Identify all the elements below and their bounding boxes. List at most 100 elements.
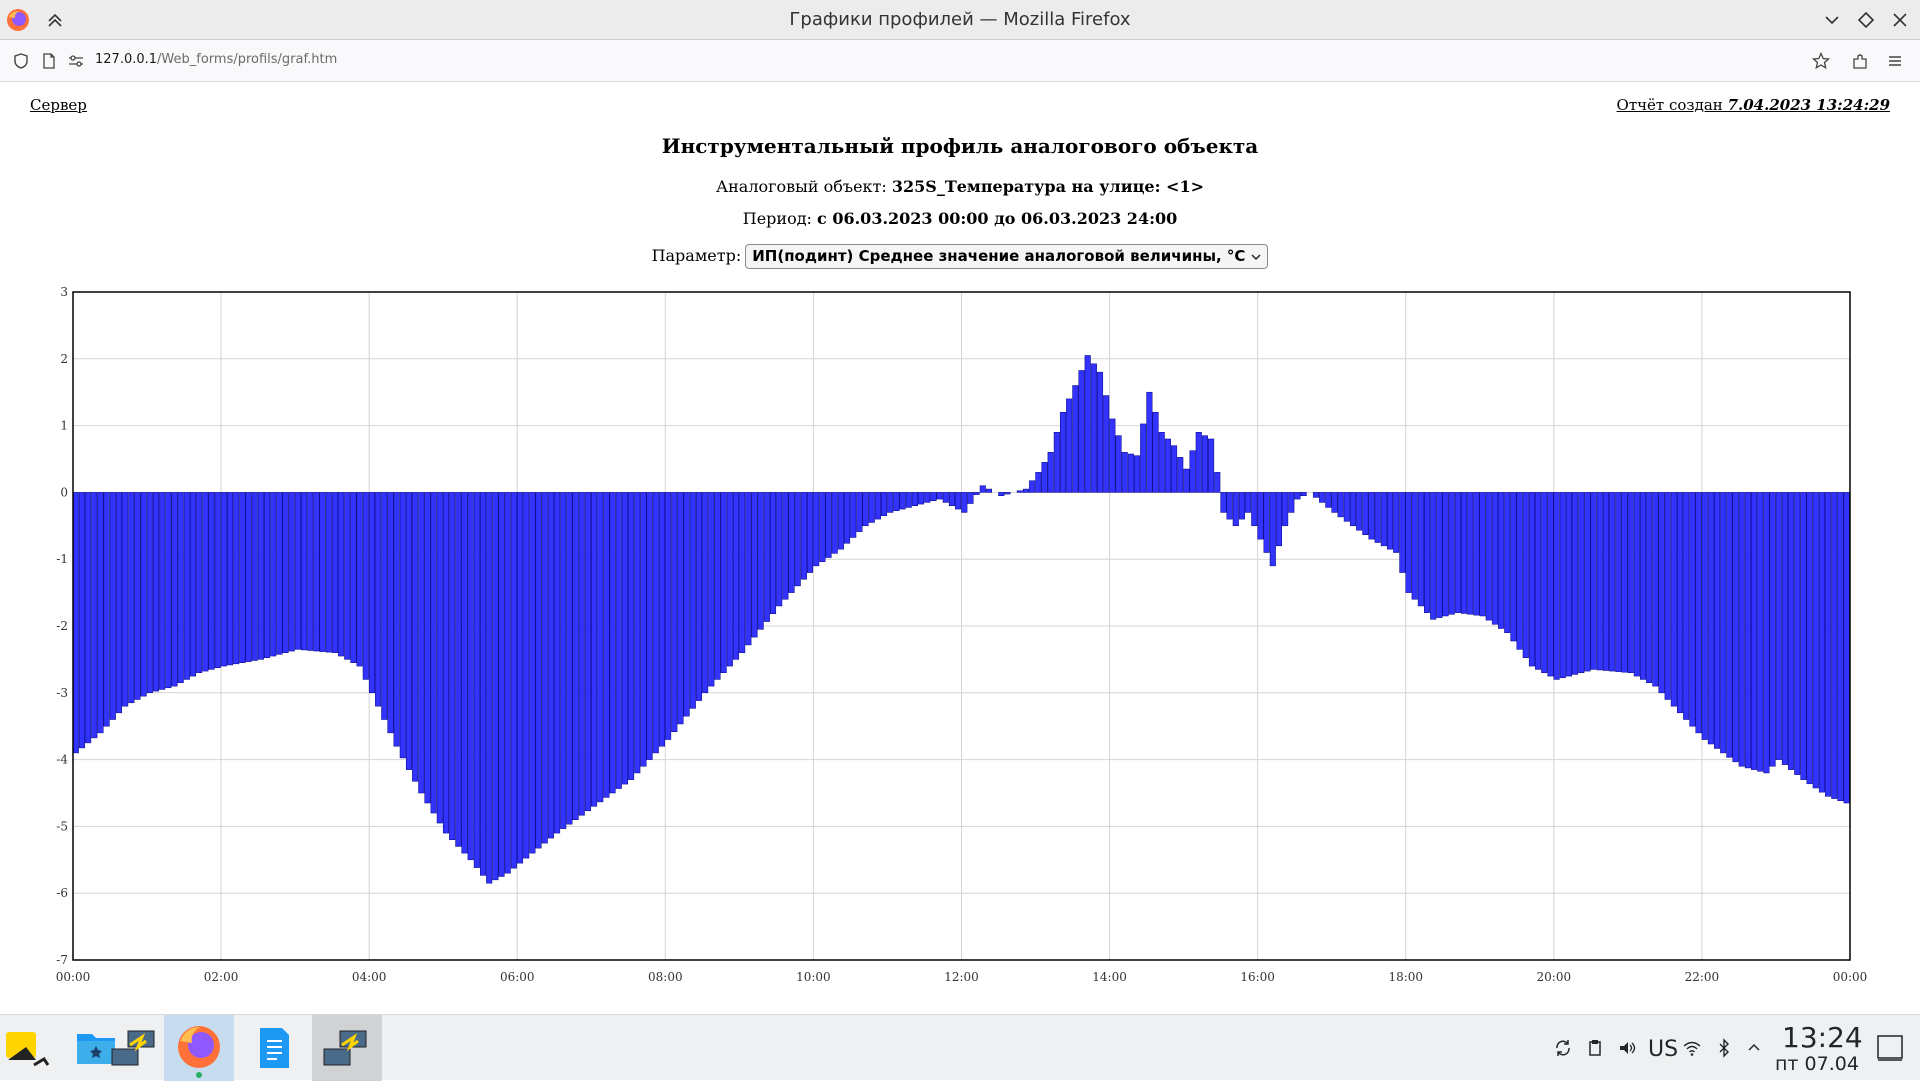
bluetooth-icon[interactable] — [1713, 1037, 1735, 1059]
chart-bar — [640, 492, 647, 767]
chart-bar — [936, 492, 943, 500]
chart-bar — [1683, 492, 1690, 720]
chart-bar — [1454, 492, 1461, 613]
chart-bar — [720, 492, 727, 674]
chart-bar — [1238, 492, 1245, 520]
page-icon[interactable] — [39, 51, 59, 71]
y-tick-label: -3 — [56, 686, 68, 700]
volume-icon[interactable] — [1616, 1037, 1638, 1059]
server-link[interactable]: Сервер — [30, 96, 87, 114]
chart-bar — [1078, 370, 1085, 493]
chart-bar — [1615, 492, 1622, 672]
chart-bar — [1152, 411, 1159, 493]
chart-bar — [1134, 455, 1141, 493]
chart-bar — [979, 485, 986, 493]
taskbar-file-manager[interactable] — [66, 1015, 136, 1081]
chart-bar — [1084, 355, 1091, 493]
chart-bar — [1035, 472, 1042, 493]
chart-bar — [1257, 492, 1264, 540]
minimize-icon[interactable] — [1821, 9, 1843, 31]
chart-bar — [1245, 492, 1252, 513]
chart-bar — [1763, 492, 1770, 774]
chart-bar — [708, 492, 715, 687]
chart-bar — [1436, 492, 1443, 618]
shield-icon[interactable] — [11, 51, 31, 71]
taskbar-firefox[interactable] — [164, 1015, 234, 1081]
wifi-icon[interactable] — [1681, 1037, 1703, 1059]
chart-bar — [646, 492, 653, 760]
chart-bar — [196, 492, 203, 674]
chart-bar — [1461, 492, 1468, 614]
chart-bar — [1072, 385, 1079, 493]
taskbar-network-app-2[interactable] — [312, 1015, 382, 1081]
chart-bar — [1788, 492, 1795, 770]
y-tick-label: 0 — [60, 485, 68, 499]
x-tick-label: 06:00 — [500, 970, 535, 984]
chart-bar — [529, 492, 536, 854]
chevron-up-icon[interactable] — [1743, 1037, 1765, 1059]
chart-bar — [1800, 492, 1807, 780]
clock-time[interactable]: 13:24 — [1782, 1021, 1863, 1054]
chart-bar — [1547, 492, 1554, 677]
taskbar-network-app[interactable] — [100, 1015, 170, 1081]
chart-bar — [893, 492, 900, 512]
bookmark-star-icon[interactable] — [1811, 51, 1831, 71]
chart-bar — [776, 492, 783, 607]
chart-bar — [1319, 492, 1326, 503]
chart-bar — [393, 492, 400, 747]
chart-bar — [85, 492, 92, 744]
chart-bar — [924, 492, 931, 503]
chart-bar — [732, 492, 740, 660]
permissions-icon[interactable] — [66, 51, 86, 71]
chart-bar — [1004, 492, 1011, 495]
chart-bar — [122, 492, 129, 707]
chart-bar — [1720, 492, 1727, 754]
page-title: Инструментальный профиль аналогового объ… — [661, 134, 1259, 158]
network-computer-icon — [111, 1030, 155, 1066]
chart-bar — [430, 492, 437, 814]
chart-bar — [282, 492, 289, 653]
start-menu-button[interactable] — [0, 1015, 70, 1081]
chart-bar — [1806, 492, 1813, 785]
show-desktop-icon[interactable] — [1875, 1033, 1905, 1063]
chevron-up-icon[interactable] — [44, 9, 66, 31]
extensions-icon[interactable] — [1850, 51, 1870, 71]
chart-bar — [1430, 492, 1437, 620]
chart-bar — [1331, 492, 1338, 513]
chart-bar — [788, 492, 795, 593]
chart-bar — [405, 492, 413, 770]
chart-bar — [1269, 492, 1276, 567]
clipboard-icon[interactable] — [1584, 1037, 1606, 1059]
maximize-icon[interactable] — [1855, 9, 1877, 31]
period-value: с 06.03.2023 00:00 до 06.03.2023 24:00 — [817, 209, 1178, 228]
chart-bar — [1652, 492, 1659, 687]
chart-bar — [1448, 492, 1455, 615]
chart-bar — [1140, 423, 1147, 493]
taskbar-text-editor[interactable] — [239, 1015, 309, 1081]
param-select[interactable]: ИП(подинт) Среднее значение аналоговой в… — [745, 244, 1269, 269]
chart-bar — [1109, 418, 1116, 493]
window-title: Графики профилей — Mozilla Firefox — [789, 9, 1131, 30]
keyboard-layout[interactable]: US — [1648, 1037, 1679, 1062]
x-tick-label: 12:00 — [944, 970, 979, 984]
chart-bar — [1349, 492, 1357, 527]
sync-icon[interactable] — [1552, 1037, 1574, 1059]
chart-bar — [146, 492, 153, 694]
chart-bar — [473, 492, 480, 868]
url-bar[interactable]: 127.0.0.1/Web_forms/profils/graf.htm — [95, 52, 337, 67]
x-tick-label: 00:00 — [56, 970, 91, 984]
chart-bar — [998, 492, 1005, 496]
chart-bar — [628, 492, 635, 780]
chart-bar — [1522, 492, 1529, 658]
report-created-label: Отчёт создан — [1616, 96, 1723, 114]
chart-bar — [757, 492, 764, 630]
object-value: 325S_Температура на улице: <1> — [891, 177, 1204, 196]
chart-bar — [874, 492, 881, 520]
chart-bar — [1738, 492, 1745, 767]
clock-date[interactable]: пт 07.04 — [1775, 1053, 1859, 1075]
close-icon[interactable] — [1889, 9, 1911, 31]
y-tick-label: 1 — [60, 419, 68, 433]
menu-icon[interactable] — [1885, 51, 1905, 71]
y-tick-label: 3 — [60, 285, 68, 299]
chart-bar — [1757, 492, 1764, 772]
